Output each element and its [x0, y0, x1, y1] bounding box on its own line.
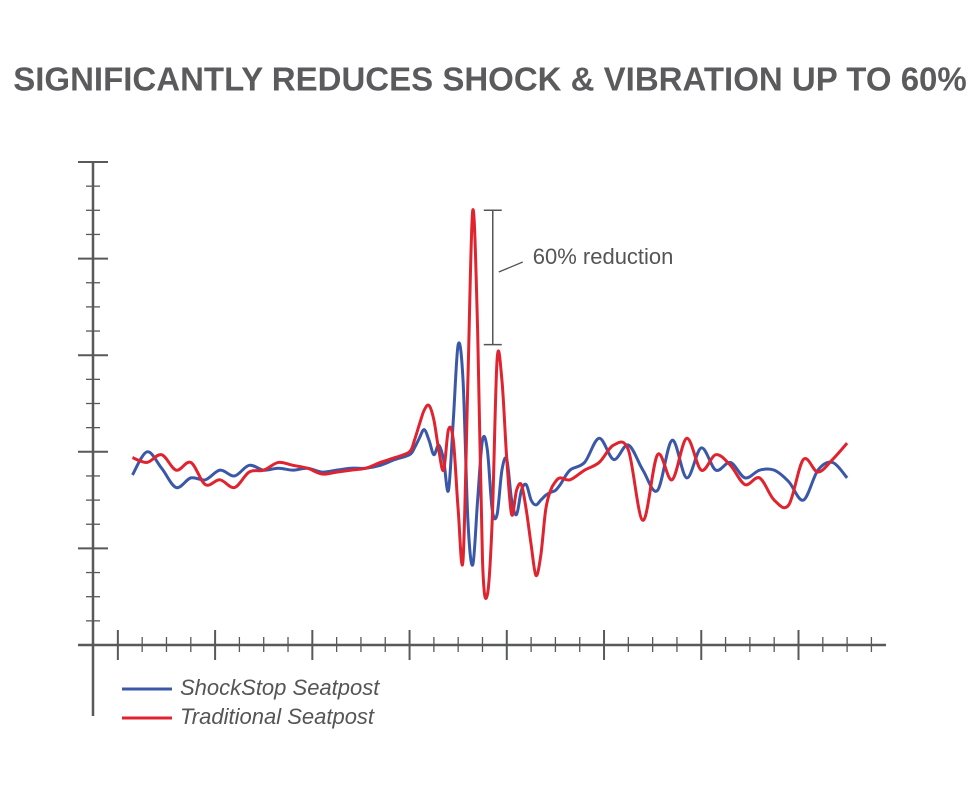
legend-label: ShockStop Seatpost [180, 675, 380, 700]
legend-label: Traditional Seatpost [180, 704, 375, 729]
annotation: 60% reduction [533, 244, 674, 269]
chart-title: SIGNIFICANTLY REDUCES SHOCK & VIBRATION … [13, 61, 967, 98]
annotation-leader [498, 261, 524, 273]
data-line [131, 341, 849, 567]
data-line [131, 208, 849, 600]
